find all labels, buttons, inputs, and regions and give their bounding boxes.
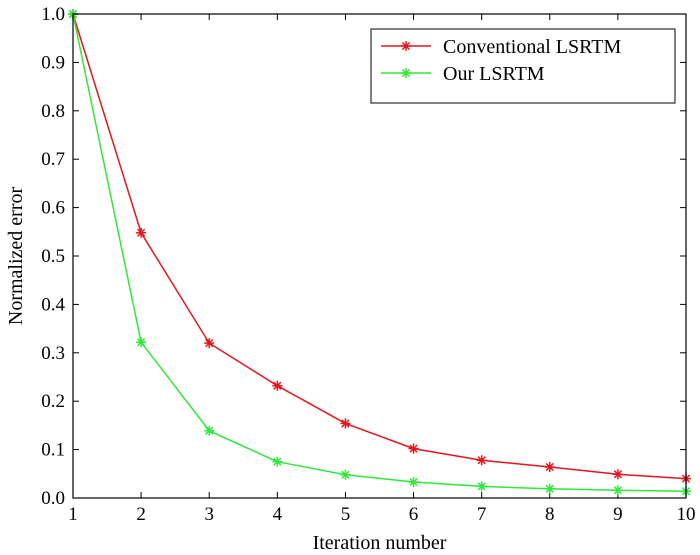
x-tick-label: 2: [136, 504, 146, 525]
series-layer: [68, 9, 691, 497]
legend: Conventional LSRTM Our LSRTM: [370, 28, 676, 104]
x-tick-label: 6: [409, 504, 419, 525]
y-tick-labels: 0.0 0.1 0.2 0.3 0.4 0.5 0.6 0.7 0.8 0.9 1.0: [41, 4, 65, 509]
y-tick-label: 0.0: [41, 488, 65, 509]
legend-item: Our LSRTM: [381, 63, 545, 85]
y-tick-label: 0.8: [41, 101, 65, 122]
data-point: [204, 425, 215, 436]
data-point: [612, 469, 623, 480]
y-tick-label: 0.3: [41, 343, 65, 364]
data-point: [272, 456, 283, 467]
x-tick-label: 1: [68, 504, 78, 525]
legend-marker: [401, 41, 411, 51]
plot-frame: [72, 13, 687, 499]
data-point: [204, 338, 215, 349]
x-axis-title: Iteration number: [313, 532, 447, 554]
data-point: [544, 483, 555, 494]
data-point: [612, 485, 623, 496]
y-axis-title: Normalized error: [5, 187, 27, 326]
series-line: [72, 13, 687, 480]
x-tick-label: 8: [545, 504, 555, 525]
data-point: [408, 443, 419, 454]
data-point: [136, 337, 147, 348]
data-point: [476, 481, 487, 492]
y-tick-label: 0.5: [41, 246, 65, 267]
x-tick-label: 9: [613, 504, 623, 525]
y-tick-label: 0.2: [41, 391, 65, 412]
series-line: [72, 13, 687, 492]
data-point: [340, 469, 351, 480]
y-tick-label: 0.9: [41, 52, 65, 73]
data-point: [340, 418, 351, 429]
x-tick-label: 5: [341, 504, 351, 525]
x-tick-label: 3: [204, 504, 214, 525]
data-point: [408, 477, 419, 488]
data-point: [476, 455, 487, 466]
x-tick-label: 7: [477, 504, 487, 525]
legend-label: Our LSRTM: [443, 63, 545, 85]
data-point: [544, 462, 555, 473]
y-tick-label: 0.1: [41, 440, 65, 461]
y-tick-label: 0.7: [41, 149, 65, 170]
y-tick-label: 1.0: [41, 4, 65, 25]
legend-marker: [401, 68, 411, 78]
legend-label: Conventional LSRTM: [443, 36, 621, 58]
data-point: [136, 227, 147, 238]
data-point: [272, 380, 283, 391]
legend-item: Conventional LSRTM: [381, 36, 621, 58]
y-tick-label: 0.6: [41, 198, 65, 219]
y-tick-label: 0.4: [41, 294, 65, 315]
x-tick-label: 10: [677, 504, 696, 525]
legend-box: [370, 28, 676, 104]
x-tick-labels: 1 2 3 4 5 6 7 8 9 10: [68, 504, 695, 525]
x-tick-label: 4: [273, 504, 283, 525]
